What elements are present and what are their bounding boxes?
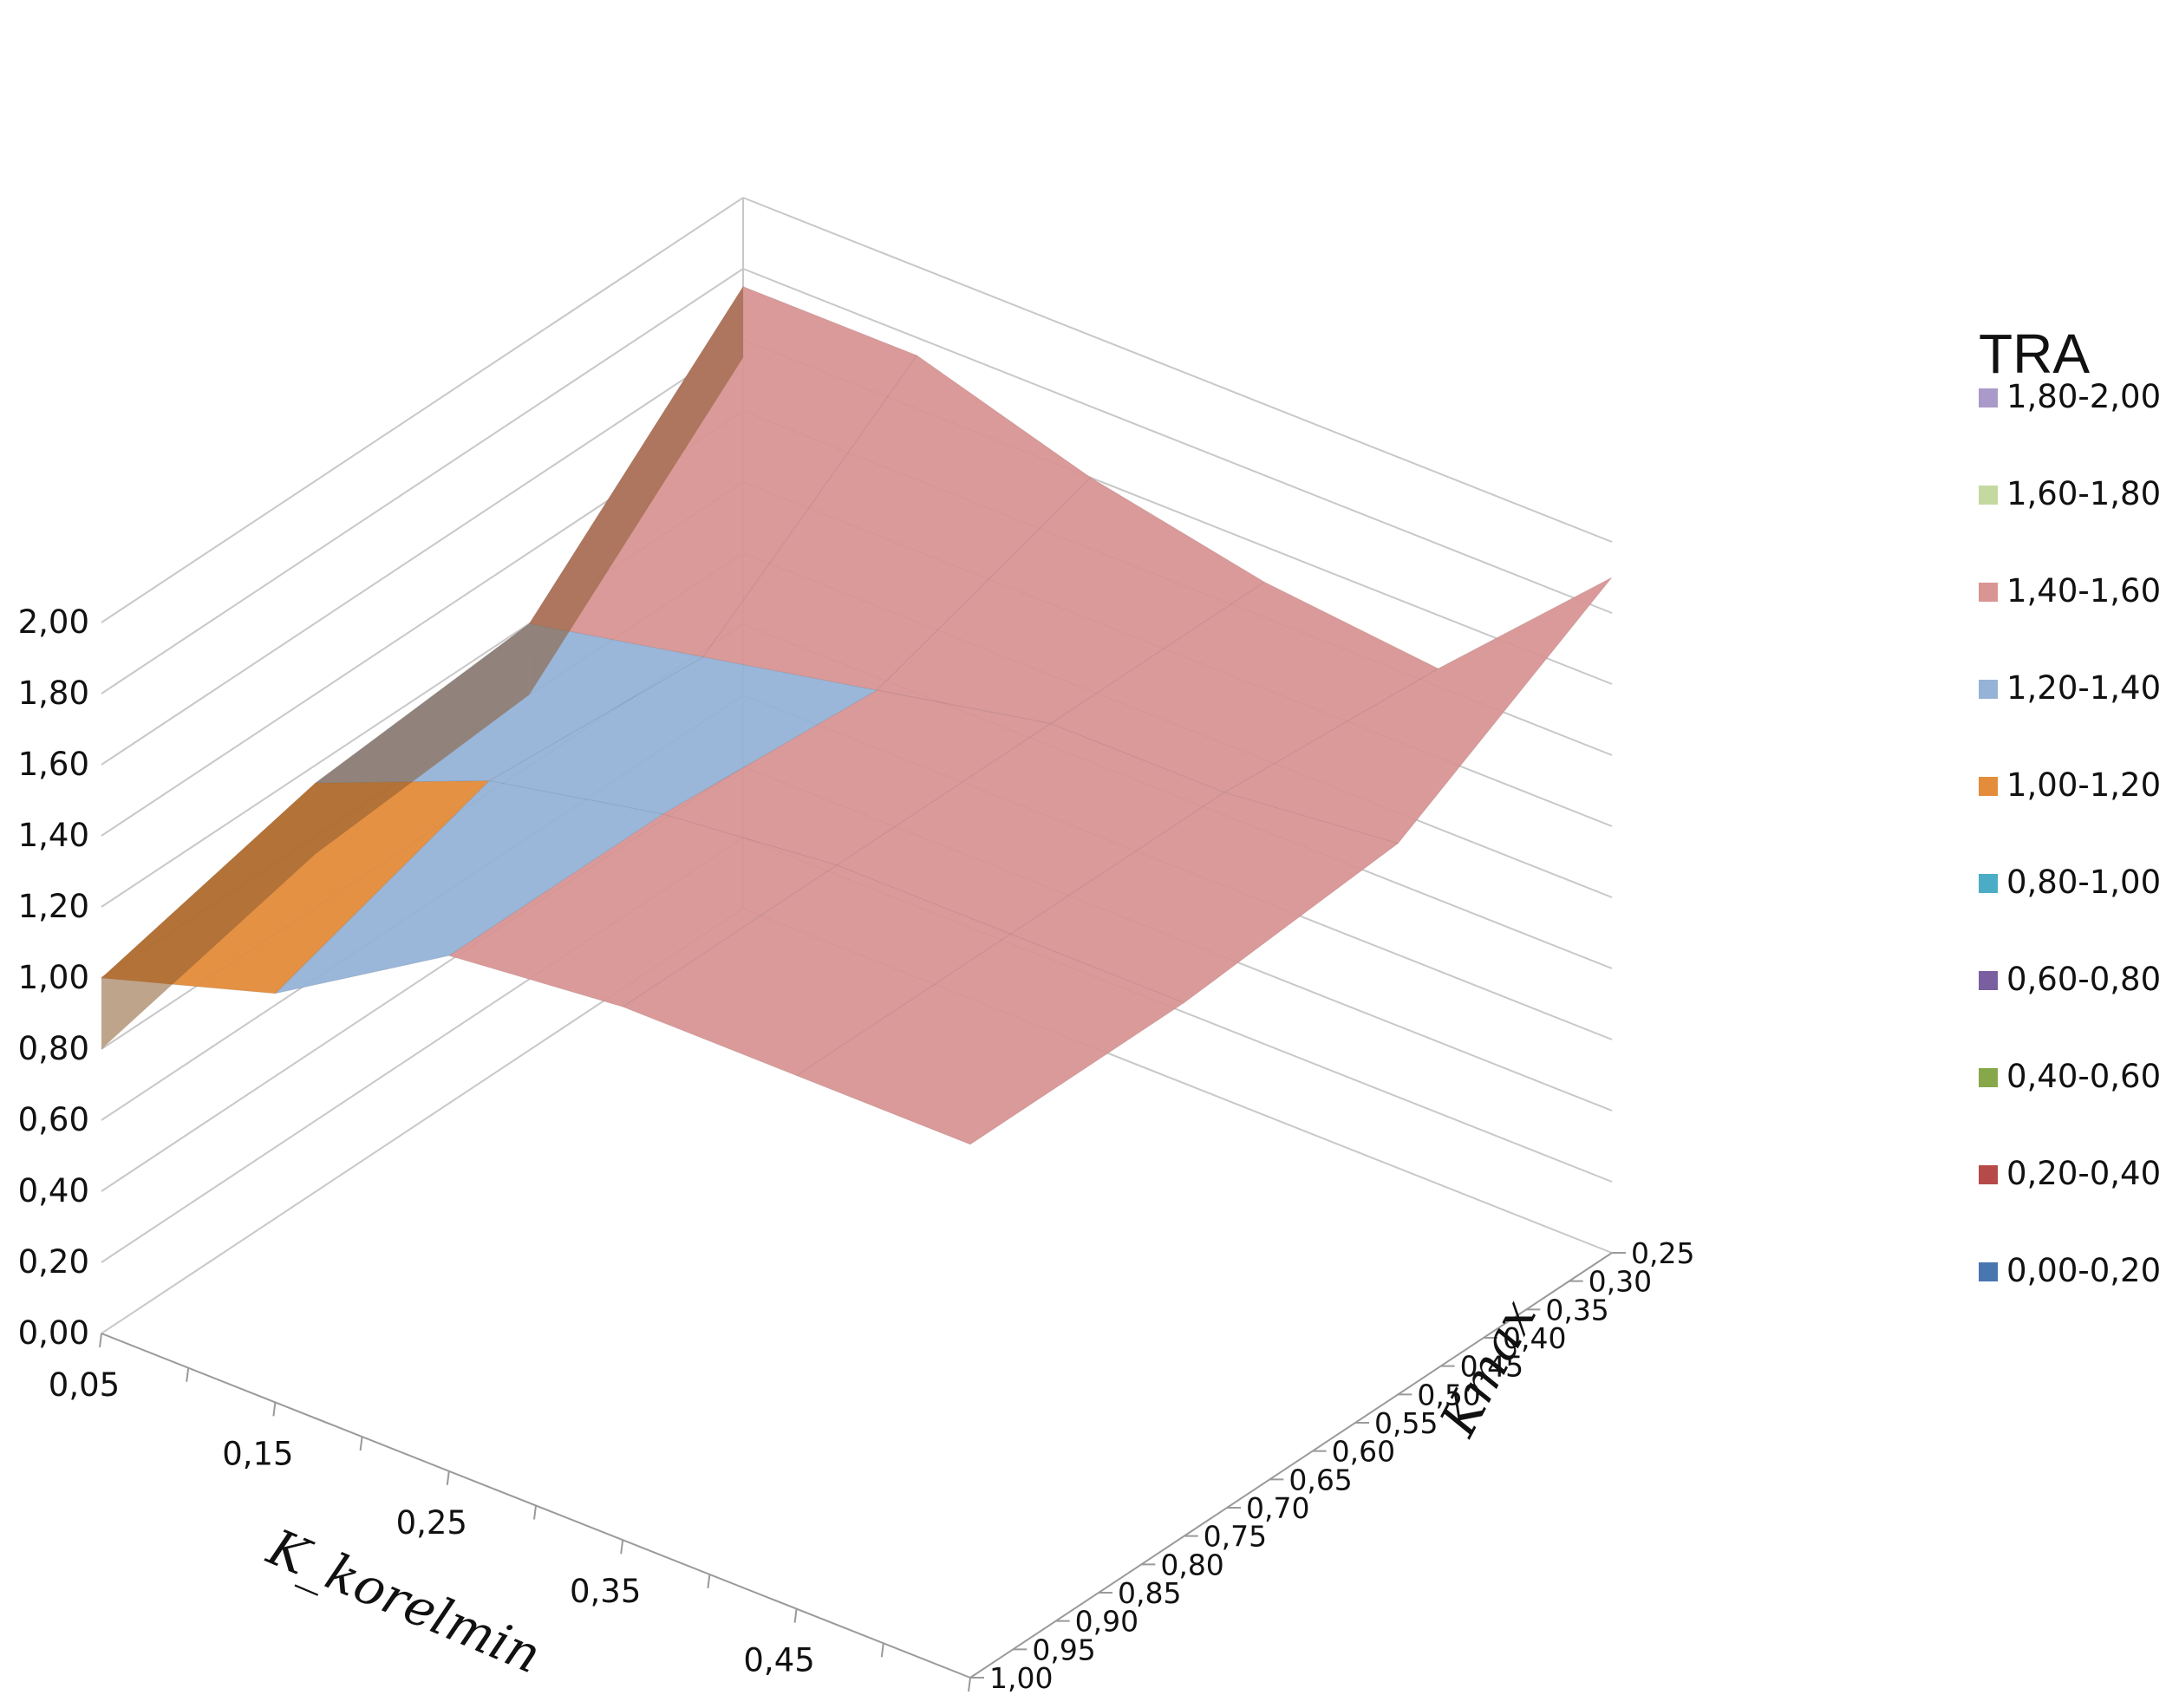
y-tick-label: 0,90 (1075, 1605, 1138, 1639)
z-gridline-back (742, 268, 1613, 614)
y-tick-label: 0,30 (1589, 1265, 1652, 1299)
z-tick-label: 0,80 (18, 1030, 89, 1067)
x-tick-mark (880, 1643, 884, 1658)
x-tick-mark (968, 1677, 971, 1692)
y-axis-title: Kmax (1428, 1290, 1548, 1445)
legend-label: 0,00-0,20 (2006, 1252, 2161, 1289)
legend-swatch (1979, 874, 1998, 893)
legend-label: 1,20-1,40 (2006, 669, 2161, 707)
x-tick-mark (533, 1505, 537, 1520)
z-tick-label: 1,20 (18, 888, 89, 925)
z-gridline (101, 268, 744, 694)
x-tick-mark (359, 1436, 363, 1451)
x-tick-mark (186, 1367, 190, 1382)
z-tick-label: 0,40 (18, 1172, 89, 1209)
y-tick-label: 0,35 (1545, 1293, 1608, 1327)
z-axis-ticks: 0,00 0,20 0,40 0,60 0,80 1,00 1,20 1,40 1,60 1,80… (18, 603, 89, 1352)
y-tick-label: 0,60 (1332, 1435, 1395, 1469)
z-gridline (101, 339, 744, 766)
legend-label: 0,60-0,80 (2006, 961, 2161, 998)
z-gridline-back (742, 197, 1613, 543)
y-axis-ticks: 0,250,300,350,400,450,500,550,600,650,70… (989, 1236, 1694, 1695)
x-tick-mark (620, 1540, 624, 1555)
legend-swatch (1979, 680, 1998, 699)
y-tick-label: 0,80 (1160, 1548, 1223, 1581)
y-tick-label: 0,25 (1631, 1236, 1694, 1270)
x-tick-label: 0,45 (743, 1642, 814, 1679)
legend-swatch (1979, 486, 1998, 505)
z-tick-label: 0,00 (18, 1314, 89, 1352)
legend-swatch (1979, 583, 1998, 602)
legend-swatch (1979, 388, 1998, 407)
surface-side (315, 623, 530, 855)
x-tick-mark (446, 1470, 450, 1485)
z-tick-label: 1,80 (18, 675, 89, 712)
y-tick-label: 1,00 (989, 1661, 1053, 1695)
surface-plot (100, 285, 1613, 1145)
legend-title: TRA (1979, 323, 2090, 385)
legend-swatch (1979, 1262, 1998, 1281)
x-tick-mark (99, 1333, 102, 1348)
legend: TRA 1,80-2,00 1,60-1,80 1,40-1,60 1,20-1,40… (1979, 323, 2161, 1289)
legend-swatch (1979, 1165, 1998, 1184)
z-tick-label: 1,40 (18, 817, 89, 854)
legend-swatch (1979, 777, 1998, 796)
y-tick-label: 0,50 (1417, 1378, 1480, 1411)
z-gridline (101, 197, 744, 623)
legend-label: 0,40-0,60 (2006, 1058, 2161, 1095)
x-tick-mark (707, 1574, 711, 1589)
legend-swatch (1979, 971, 1998, 990)
x-axis-title: K_korelmin (259, 1517, 550, 1685)
legend-label: 1,60-1,80 (2006, 475, 2161, 512)
surface-side (529, 286, 743, 695)
y-tick-label: 0,85 (1118, 1576, 1181, 1610)
legend-label: 0,80-1,00 (2006, 864, 2161, 901)
y-tick-label: 0,95 (1032, 1633, 1095, 1666)
surface-side (101, 783, 316, 1049)
y-tick-label: 0,40 (1503, 1321, 1566, 1355)
z-tick-label: 0,20 (18, 1243, 89, 1281)
y-tick-label: 0,55 (1374, 1406, 1438, 1440)
legend-label: 1,80-2,00 (2006, 378, 2161, 415)
x-tick-mark (272, 1402, 277, 1417)
x-axis-ticks: 0,050,150,250,350,450,55 (49, 1366, 815, 1679)
x-tick-label: 0,15 (222, 1435, 293, 1472)
x-tick-label: 0,05 (49, 1366, 120, 1404)
z-tick-label: 0,60 (18, 1101, 89, 1138)
legend-label: 0,20-0,40 (2006, 1155, 2161, 1192)
y-tick-label: 0,45 (1460, 1350, 1523, 1384)
x-tick-label: 0,35 (570, 1573, 641, 1610)
z-tick-label: 1,00 (18, 959, 89, 996)
legend-label: 1,00-1,20 (2006, 766, 2161, 804)
y-axis-line (969, 1252, 1613, 1679)
x-tick-label: 0,25 (396, 1504, 467, 1542)
x-tick-mark (793, 1608, 798, 1623)
y-tick-label: 0,65 (1289, 1463, 1352, 1496)
legend-swatch (1979, 1068, 1998, 1087)
y-tick-label: 0,75 (1204, 1520, 1267, 1554)
z-tick-label: 1,60 (18, 746, 89, 783)
y-tick-label: 0,70 (1246, 1491, 1309, 1525)
legend-label: 1,40-1,60 (2006, 572, 2161, 610)
z-tick-label: 2,00 (18, 603, 89, 641)
